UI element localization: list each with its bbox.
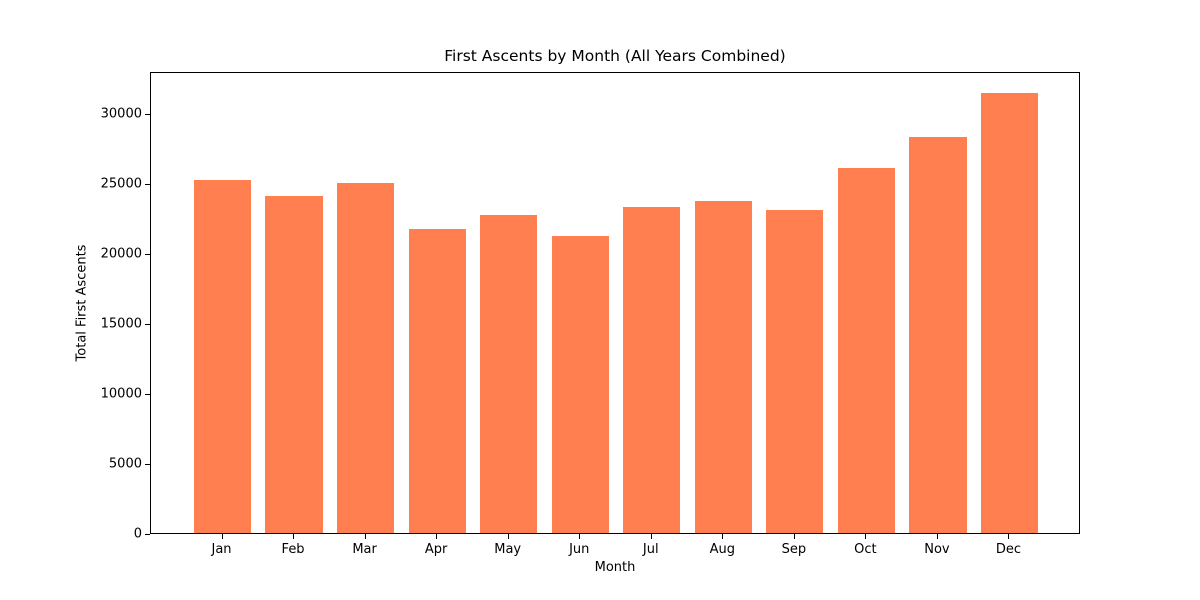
x-tick-label-jun: Jun bbox=[569, 542, 590, 557]
y-axis-label: Total First Ascents bbox=[74, 244, 90, 362]
y-tick-label-20000: 20000 bbox=[100, 246, 142, 262]
x-tick-mark bbox=[793, 534, 795, 539]
x-tick-label-sep: Sep bbox=[781, 542, 807, 557]
x-tick-label-aug: Aug bbox=[709, 542, 735, 557]
x-tick-label-mar: Mar bbox=[352, 542, 377, 557]
x-tick-mark bbox=[221, 534, 223, 539]
bar-jan bbox=[193, 179, 252, 533]
y-tick-label-15000: 15000 bbox=[100, 316, 142, 332]
y-tick-label-30000: 30000 bbox=[100, 106, 142, 122]
bar-feb bbox=[265, 196, 323, 533]
x-tick-label-oct: Oct bbox=[854, 542, 877, 557]
bar-jun bbox=[551, 235, 609, 533]
x-tick-label-apr: Apr bbox=[424, 542, 448, 557]
x-tick-mark bbox=[865, 534, 867, 539]
bar-aug bbox=[694, 200, 752, 533]
y-tick-mark bbox=[145, 324, 150, 325]
y-tick-mark bbox=[145, 464, 150, 465]
y-tick-mark bbox=[145, 534, 150, 535]
y-tick-mark bbox=[145, 184, 150, 185]
x-tick-mark bbox=[507, 534, 509, 539]
y-tick-mark bbox=[145, 254, 150, 255]
x-tick-mark bbox=[293, 534, 295, 539]
plot-area bbox=[150, 72, 1080, 534]
bar-jul bbox=[623, 206, 681, 533]
chart-title: First Ascents by Month (All Years Combin… bbox=[444, 47, 786, 65]
x-tick-mark bbox=[436, 534, 438, 539]
bar-nov bbox=[909, 136, 967, 533]
x-tick-mark bbox=[579, 534, 581, 539]
y-tick-mark bbox=[145, 394, 150, 395]
bar-oct bbox=[837, 168, 895, 533]
x-tick-mark bbox=[1008, 534, 1010, 539]
bar-sep bbox=[766, 209, 824, 533]
y-tick-label-25000: 25000 bbox=[100, 176, 142, 192]
x-tick-label-nov: Nov bbox=[924, 542, 950, 557]
y-tick-label-0: 0 bbox=[133, 526, 142, 542]
x-tick-mark bbox=[364, 534, 366, 539]
x-tick-label-may: May bbox=[494, 542, 522, 557]
x-tick-mark bbox=[936, 534, 938, 539]
bar-dec bbox=[980, 93, 1039, 533]
y-tick-label-10000: 10000 bbox=[100, 386, 142, 402]
bar-mar bbox=[337, 183, 395, 533]
y-tick-label-5000: 5000 bbox=[108, 456, 142, 472]
x-axis-label: Month bbox=[594, 560, 636, 575]
x-tick-label-jan: Jan bbox=[211, 542, 232, 557]
bar-apr bbox=[408, 229, 466, 533]
x-tick-label-dec: Dec bbox=[995, 542, 1022, 557]
x-tick-label-jul: Jul bbox=[642, 542, 659, 557]
x-tick-mark bbox=[650, 534, 652, 539]
x-tick-label-feb: Feb bbox=[281, 542, 305, 557]
y-tick-mark bbox=[145, 114, 150, 115]
bar-may bbox=[480, 214, 538, 533]
x-tick-mark bbox=[722, 534, 724, 539]
